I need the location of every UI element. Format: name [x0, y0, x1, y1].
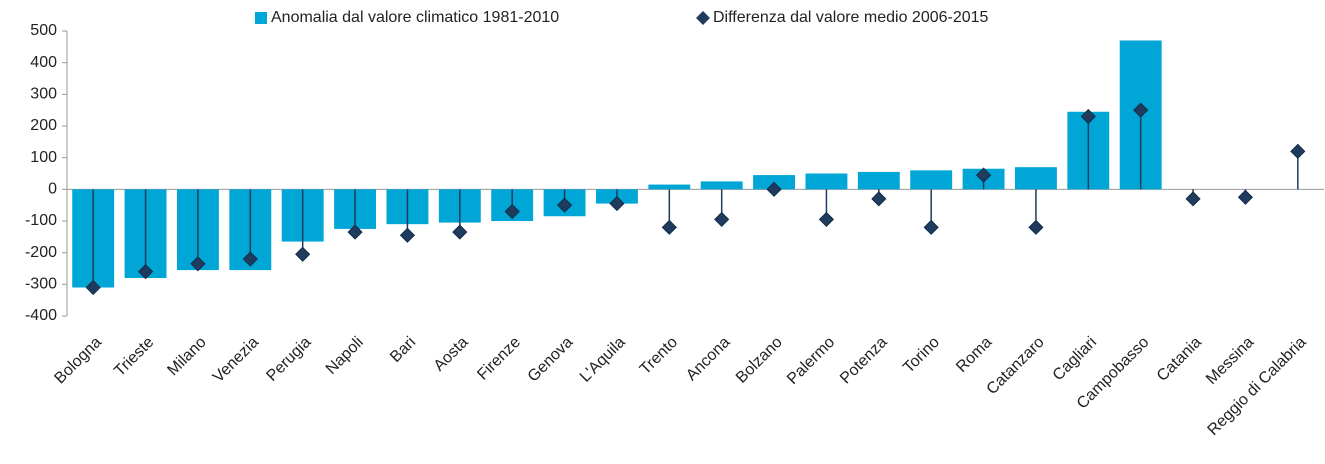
diamond-marker: [609, 196, 625, 212]
diamond-marker: [399, 227, 416, 243]
legend-label: Differenza dal valore medio 2006-2015: [713, 9, 989, 26]
y-tick-label: -100: [25, 212, 57, 229]
diamond-marker: [242, 251, 258, 267]
x-tick-label: Trento: [637, 334, 681, 378]
diamond-marker: [1028, 219, 1044, 235]
x-tick-label: Milano: [164, 334, 209, 379]
diamond-marker: [1133, 102, 1149, 118]
x-tick-label: Trieste: [111, 334, 157, 380]
diamond-marker: [1080, 108, 1096, 125]
x-tick-label: Potenza: [837, 334, 891, 388]
diamond-marker: [137, 264, 154, 280]
legend-label: Anomalia dal valore climatico 1981-2010: [271, 9, 559, 26]
diamond-marker: [1237, 189, 1254, 205]
y-tick-label: 400: [30, 54, 57, 71]
y-tick-label: 100: [30, 149, 57, 166]
diamond-marker: [923, 219, 939, 235]
x-tick-label: Bolzano: [733, 334, 786, 387]
y-tick-label: 0: [48, 181, 57, 198]
y-tick-label: -300: [25, 276, 57, 293]
x-tick-label: Catania: [1154, 334, 1205, 385]
bar: [857, 171, 900, 190]
diamond-marker: [714, 211, 730, 227]
x-tick-label: Venezia: [210, 334, 262, 386]
bar: [910, 170, 953, 190]
x-tick-label: Perugia: [263, 334, 314, 385]
diamond-marker: [766, 181, 782, 197]
bar: [700, 181, 743, 190]
x-tick-label: Ancona: [683, 334, 733, 384]
bar: [648, 184, 691, 190]
x-tick-label: Napoli: [323, 334, 367, 378]
bar: [805, 173, 848, 190]
diamond-marker: [452, 224, 468, 240]
diamond-marker: [85, 279, 101, 296]
bar: [1014, 167, 1057, 190]
diamond-marker: [295, 246, 311, 262]
x-tick-label: Torino: [900, 334, 943, 377]
x-tick-label: Aosta: [431, 334, 472, 375]
y-tick-label: 200: [30, 117, 57, 134]
diamond-marker: [1290, 143, 1306, 159]
x-tick-label: Cagliari: [1050, 334, 1100, 384]
diamond-marker: [556, 197, 573, 213]
x-tick-label: Catanzaro: [984, 334, 1048, 398]
y-tick-label: -200: [25, 244, 57, 261]
diamond-marker: [190, 256, 206, 272]
diamond-marker: [871, 191, 887, 207]
x-tick-label: Bologna: [51, 334, 105, 388]
x-tick-label: Genova: [525, 334, 577, 386]
x-tick-label: Roma: [953, 334, 995, 376]
y-tick-label: -400: [25, 307, 57, 324]
x-tick-label: Reggio di Calabria: [1205, 334, 1310, 439]
x-tick-label: Messina: [1203, 334, 1257, 388]
y-tick-label: 300: [30, 86, 57, 103]
diamond-marker: [661, 219, 677, 235]
diamond-marker: [818, 211, 835, 227]
diamond-marker: [347, 224, 363, 240]
x-tick-label: L'Aquila: [577, 334, 629, 386]
x-tick-label: Bari: [387, 334, 419, 366]
legend-swatch: [255, 12, 267, 24]
y-tick-label: 500: [30, 22, 57, 39]
x-tick-label: Firenze: [474, 334, 524, 384]
diamond-marker: [975, 167, 992, 183]
x-tick-label: Palermo: [784, 334, 838, 388]
diamond-marker: [1185, 191, 1201, 207]
legend-swatch: [696, 11, 710, 25]
diamond-marker: [504, 203, 520, 220]
